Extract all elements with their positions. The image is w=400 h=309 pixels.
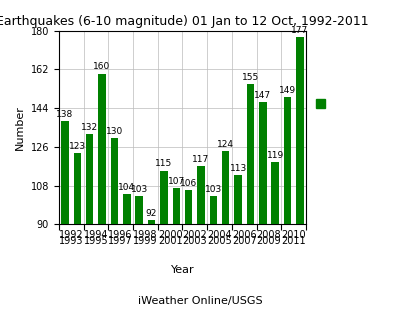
Text: 2000: 2000 (158, 230, 182, 240)
Text: 92: 92 (146, 209, 157, 218)
Title: Earthquakes (6-10 magnitude) 01 Jan to 12 Oct, 1992-2011: Earthquakes (6-10 magnitude) 01 Jan to 1… (0, 15, 369, 28)
Text: 103: 103 (130, 185, 148, 194)
Bar (123, 194, 130, 224)
Text: 2007: 2007 (232, 236, 257, 246)
Text: 119: 119 (266, 151, 284, 160)
Bar (98, 74, 106, 224)
Text: 149: 149 (279, 86, 296, 95)
Bar (136, 197, 143, 224)
Bar (74, 153, 81, 224)
Text: 113: 113 (230, 164, 247, 173)
Bar (272, 162, 279, 224)
Bar (61, 121, 69, 224)
Text: 2008: 2008 (257, 230, 281, 240)
Text: 115: 115 (155, 159, 172, 168)
Text: 1994: 1994 (84, 230, 108, 240)
Y-axis label: Number: Number (15, 105, 25, 150)
Text: 155: 155 (242, 73, 259, 82)
X-axis label: Year: Year (171, 265, 194, 275)
Text: 177: 177 (291, 26, 308, 35)
Text: 1997: 1997 (108, 236, 133, 246)
Text: 2003: 2003 (182, 236, 207, 246)
Text: 106: 106 (180, 179, 197, 188)
Text: 1996: 1996 (108, 230, 133, 240)
Bar (111, 138, 118, 224)
Text: 130: 130 (106, 127, 123, 136)
Text: 1998: 1998 (133, 230, 158, 240)
Bar (185, 190, 192, 224)
Text: 123: 123 (69, 142, 86, 151)
Text: 104: 104 (118, 183, 135, 192)
Text: 1999: 1999 (133, 236, 158, 246)
Bar (210, 197, 217, 224)
Text: 2002: 2002 (182, 230, 207, 240)
Bar (234, 175, 242, 224)
Text: 147: 147 (254, 91, 271, 99)
Bar (148, 220, 155, 224)
Text: 2004: 2004 (207, 230, 232, 240)
Bar (222, 151, 230, 224)
Text: 2009: 2009 (257, 236, 281, 246)
Bar (259, 102, 266, 224)
Bar (160, 171, 168, 224)
Text: 1993: 1993 (59, 236, 83, 246)
Bar (86, 134, 94, 224)
Text: 2006: 2006 (232, 230, 256, 240)
Text: 2005: 2005 (207, 236, 232, 246)
Bar (284, 97, 291, 224)
Text: 2010: 2010 (282, 230, 306, 240)
Text: iWeather Online/USGS: iWeather Online/USGS (138, 296, 262, 306)
Text: 117: 117 (192, 155, 210, 164)
Text: 1995: 1995 (84, 236, 108, 246)
Legend:  (316, 97, 336, 111)
Text: 103: 103 (205, 185, 222, 194)
Text: 132: 132 (81, 123, 98, 132)
Bar (247, 84, 254, 224)
Bar (197, 166, 205, 224)
Text: 124: 124 (217, 140, 234, 149)
Text: 2001: 2001 (158, 236, 182, 246)
Text: 107: 107 (168, 177, 185, 186)
Text: 2011: 2011 (282, 236, 306, 246)
Bar (172, 188, 180, 224)
Bar (296, 37, 304, 224)
Text: 160: 160 (94, 62, 111, 71)
Text: 138: 138 (56, 110, 74, 119)
Text: 1992: 1992 (59, 230, 84, 240)
